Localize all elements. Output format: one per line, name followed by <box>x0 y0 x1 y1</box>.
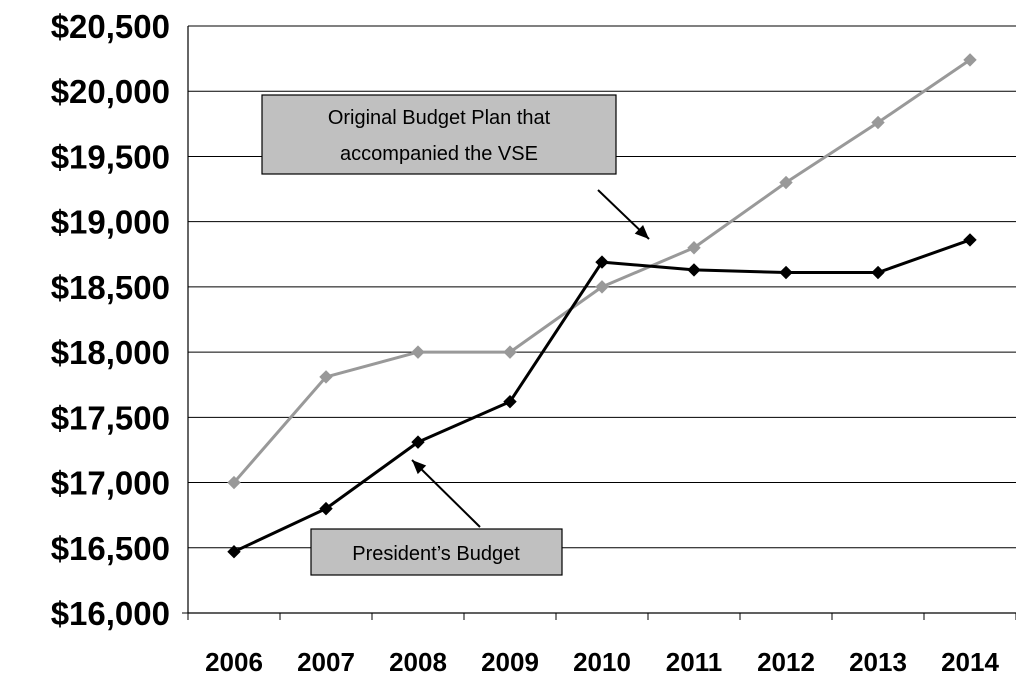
x-tick-label: 2012 <box>757 647 815 677</box>
series-layer <box>227 53 977 559</box>
x-tick-label: 2009 <box>481 647 539 677</box>
annotation-layer: Original Budget Plan that accompanied the… <box>261 94 650 576</box>
data-point-original <box>411 345 425 359</box>
data-point-original <box>779 175 793 190</box>
y-axis-tick-labels: $16,000 $16,500 $17,000 $17,500 $18,000 $18,5… <box>51 8 170 632</box>
y-tick-label: $18,000 <box>51 334 170 371</box>
data-point-original <box>227 475 241 490</box>
annotation-label: Original Budget Plan that <box>328 107 551 129</box>
annotation-arrowhead-original <box>634 224 649 239</box>
data-point-president <box>687 263 701 277</box>
data-point-president <box>411 435 425 449</box>
series-president <box>227 233 977 559</box>
series-original <box>227 53 977 490</box>
data-point-president <box>595 255 609 269</box>
axes <box>182 26 1016 620</box>
annotation-arrow-president <box>411 459 481 528</box>
data-point-original <box>503 345 517 359</box>
data-point-president <box>871 265 885 280</box>
y-tick-label: $16,000 <box>51 595 170 632</box>
x-tick-label: 2013 <box>849 647 907 677</box>
annotation-box-original <box>261 94 617 175</box>
y-tick-label: $17,500 <box>51 399 170 436</box>
x-tick-label: 2011 <box>666 647 722 677</box>
data-point-president <box>319 501 333 516</box>
data-point-original <box>319 370 333 384</box>
data-point-president <box>227 544 241 559</box>
data-point-president <box>963 233 977 247</box>
annotation-president: President’s Budget <box>310 459 563 576</box>
annotation-label: President’s Budget <box>352 543 520 565</box>
data-point-original <box>963 53 977 67</box>
data-point-original <box>595 280 609 294</box>
data-point-original <box>687 241 701 255</box>
y-tick-label: $20,000 <box>51 73 170 110</box>
data-point-president <box>503 394 517 409</box>
annotation-arrowhead-president <box>412 460 427 475</box>
annotation-box-president <box>310 528 563 576</box>
x-axis-tick-labels: 2006 2007 2008 2009 2010 2011 2012 2013 2014 <box>205 647 999 677</box>
x-tick-label: 2010 <box>573 647 631 677</box>
y-tick-label: $17,000 <box>51 465 170 502</box>
x-tick-label: 2006 <box>205 647 263 677</box>
x-tick-label: 2007 <box>297 647 355 677</box>
y-tick-label: $16,500 <box>51 530 170 567</box>
y-tick-label: $19,500 <box>51 138 170 175</box>
annotation-original: Original Budget Plan that accompanied the… <box>261 94 650 240</box>
data-point-president <box>779 265 793 280</box>
y-tick-label: $18,500 <box>51 269 170 306</box>
y-tick-label: $19,000 <box>51 204 170 241</box>
x-tick-label: 2008 <box>389 647 447 677</box>
data-point-original <box>871 115 885 130</box>
x-tick-label: 2014 <box>941 647 999 677</box>
annotation-label: accompanied the VSE <box>340 143 538 165</box>
y-tick-label: $20,500 <box>51 8 170 45</box>
